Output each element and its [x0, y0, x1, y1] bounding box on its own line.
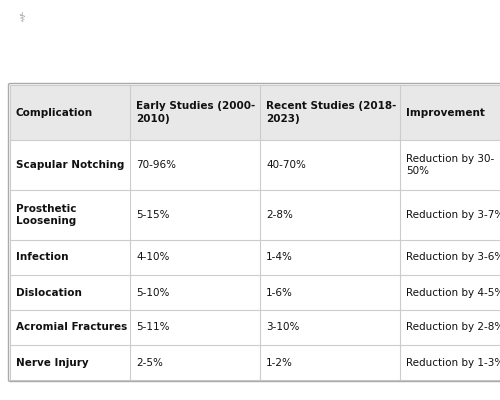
Text: 5-10%: 5-10%	[136, 288, 170, 298]
Text: Recent Studies (2018-
2023): Recent Studies (2018- 2023)	[266, 101, 396, 124]
Text: 2-8%: 2-8%	[266, 210, 293, 220]
Bar	[10, 140, 500, 190]
Text: Improvement: Improvement	[406, 108, 485, 118]
Bar	[10, 240, 500, 275]
Bar	[10, 85, 500, 140]
Text: 4-10%: 4-10%	[136, 252, 170, 262]
Text: Reduction by 30-
50%: Reduction by 30- 50%	[406, 154, 494, 176]
Text: Nerve Injury: Nerve Injury	[16, 358, 88, 368]
Text: Scapular Notching: Scapular Notching	[16, 160, 124, 170]
Text: 1-4%: 1-4%	[266, 252, 293, 262]
Text: 40-70%: 40-70%	[266, 160, 306, 170]
Text: 2-5%: 2-5%	[136, 358, 163, 368]
Bar	[10, 345, 500, 380]
Text: 1-2%: 1-2%	[266, 358, 293, 368]
Bar	[10, 310, 500, 345]
Text: Prosthetic
Loosening: Prosthetic Loosening	[16, 204, 76, 226]
Text: Complication: Complication	[16, 108, 93, 118]
Text: Reduction by 2-8%: Reduction by 2-8%	[406, 322, 500, 332]
Text: Reduction by 4-5%: Reduction by 4-5%	[406, 288, 500, 298]
Text: 1-6%: 1-6%	[266, 288, 293, 298]
Text: Reduction by 3-7%: Reduction by 3-7%	[406, 210, 500, 220]
Bar	[10, 190, 500, 240]
Text: Reduction by 3-6%: Reduction by 3-6%	[406, 252, 500, 262]
Text: Dislocation: Dislocation	[16, 288, 82, 298]
Text: 3-10%: 3-10%	[266, 322, 300, 332]
Text: 70-96%: 70-96%	[136, 160, 176, 170]
Text: 5-15%: 5-15%	[136, 210, 170, 220]
Text: Early Studies (2000-
2010): Early Studies (2000- 2010)	[136, 101, 256, 124]
Text: 5-11%: 5-11%	[136, 322, 170, 332]
Text: ⚕: ⚕	[18, 12, 26, 24]
Bar	[10, 275, 500, 310]
Text: Infection: Infection	[16, 252, 68, 262]
Text: Acromial Fractures: Acromial Fractures	[16, 322, 127, 332]
Text: Reduction by 1-3%: Reduction by 1-3%	[406, 358, 500, 368]
